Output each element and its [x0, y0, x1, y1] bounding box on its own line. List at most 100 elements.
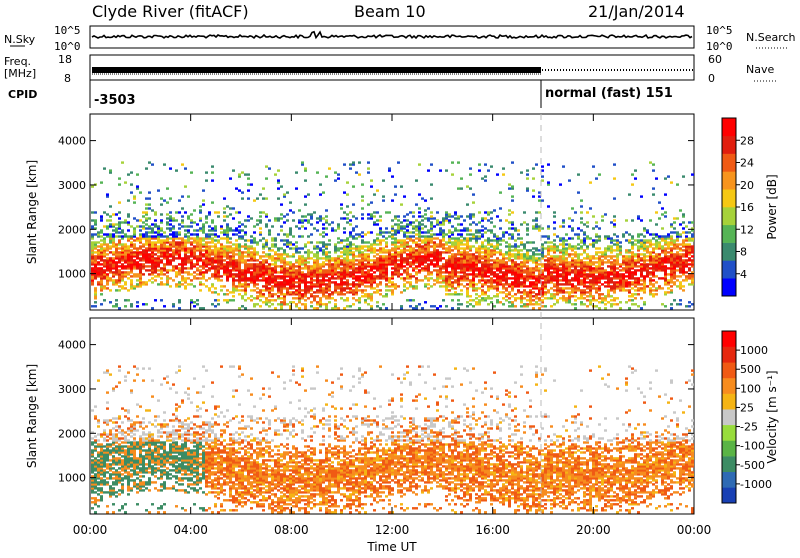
power-echo-cell: [235, 259, 238, 261]
power-echo-cell: [199, 277, 202, 279]
power-echo-cell: [325, 295, 328, 297]
power-echo-cell: [97, 281, 100, 283]
power-echo-cell: [208, 277, 211, 279]
power-echo-cell: [202, 253, 205, 255]
power-echo-cell: [94, 219, 97, 221]
power-echo-cell: [481, 251, 484, 253]
power-echo-cell: [289, 247, 292, 249]
power-echo-cell: [412, 275, 415, 277]
power-echo-cell: [448, 289, 451, 291]
power-echo-cell: [496, 299, 499, 301]
power-echo-cell: [265, 259, 268, 261]
power-echo-cell: [613, 255, 616, 257]
power-echo-cell: [472, 305, 475, 307]
power-echo-cell: [334, 171, 337, 173]
power-echo-cell: [394, 237, 397, 239]
power-echo-cell: [421, 231, 424, 233]
power-echo-cell: [370, 263, 373, 265]
power-echo-cell: [580, 259, 583, 261]
power-echo-cell: [262, 259, 265, 261]
power-echo-cell: [436, 307, 439, 309]
power-echo-cell: [103, 167, 106, 169]
power-echo-cell: [283, 239, 286, 241]
power-echo-cell: [118, 231, 121, 233]
power-echo-cell: [121, 285, 124, 287]
power-echo-cell: [220, 285, 223, 287]
power-echo-cell: [583, 257, 586, 259]
power-echo-cell: [502, 239, 505, 241]
power-echo-cell: [538, 297, 541, 299]
power-echo-cell: [376, 223, 379, 225]
power-echo-cell: [202, 237, 205, 239]
power-echo-cell: [484, 211, 487, 213]
power-echo-cell: [598, 285, 601, 287]
power-echo-cell: [226, 215, 229, 217]
power-echo-cell: [160, 281, 163, 283]
power-echo-cell: [130, 171, 133, 173]
power-echo-cell: [94, 233, 97, 235]
power-echo-cell: [205, 171, 208, 173]
power-echo-cell: [478, 295, 481, 297]
power-echo-cell: [277, 303, 280, 305]
power-echo-cell: [277, 295, 280, 297]
power-echo-cell: [511, 221, 514, 223]
power-echo-cell: [202, 243, 205, 245]
nsearch-tick-bottom: 10^0: [706, 40, 733, 53]
power-echo-cell: [235, 211, 238, 213]
power-echo-cell: [193, 271, 196, 273]
power-echo-cell: [370, 179, 373, 181]
power-echo-cell: [94, 211, 97, 213]
power-echo-cell: [109, 169, 112, 171]
power-echo-cell: [427, 169, 430, 171]
power-echo-cell: [589, 237, 592, 239]
power-echo-cell: [298, 235, 301, 237]
power-echo-cell: [241, 229, 244, 231]
power-echo-cell: [634, 239, 637, 241]
power-echo-cell: [472, 245, 475, 247]
power-echo-cell: [286, 191, 289, 193]
power-echo-cell: [133, 201, 136, 203]
power-echo-cell: [388, 249, 391, 251]
power-echo-cell: [337, 271, 340, 273]
power-echo-cell: [169, 211, 172, 213]
power-echo-cell: [481, 177, 484, 179]
power-echo-cell: [418, 269, 421, 271]
power-echo-cell: [412, 307, 415, 309]
power-echo-cell: [256, 303, 259, 305]
power-echo-cell: [586, 281, 589, 283]
nsky-label: N.Sky: [4, 33, 36, 46]
power-echo-cell: [151, 223, 154, 225]
power-echo-cell: [280, 229, 283, 231]
power-echo-cell: [244, 225, 247, 227]
power-echo-cell: [460, 251, 463, 253]
power-echo-cell: [262, 197, 265, 199]
power-echo-cell: [436, 233, 439, 235]
power-echo-cell: [508, 265, 511, 267]
power-echo-cell: [298, 219, 301, 221]
power-echo-cell: [409, 261, 412, 263]
power-echo-cell: [490, 229, 493, 231]
power-echo-cell: [178, 281, 181, 283]
power-echo-cell: [646, 263, 649, 265]
power-echo-cell: [361, 199, 364, 201]
power-echo-cell: [310, 233, 313, 235]
power-echo-cell: [610, 303, 613, 305]
power-echo-cell: [472, 201, 475, 203]
power-echo-cell: [217, 303, 220, 305]
power-echo-cell: [403, 231, 406, 233]
power-echo-cell: [556, 235, 559, 237]
power-echo-cell: [124, 299, 127, 301]
power-echo-cell: [124, 281, 127, 283]
power-echo-cell: [466, 233, 469, 235]
power-echo-cell: [391, 247, 394, 249]
power-echo-cell: [148, 207, 151, 209]
power-echo-cell: [409, 305, 412, 307]
power-echo-cell: [112, 229, 115, 231]
power-echo-cell: [316, 307, 319, 309]
power-echo-cell: [184, 225, 187, 227]
power-echo-cell: [382, 303, 385, 305]
power-echo-cell: [406, 253, 409, 255]
cpid-label: CPID: [8, 88, 37, 101]
power-echo-cell: [295, 297, 298, 299]
power-echo-cell: [127, 277, 130, 279]
